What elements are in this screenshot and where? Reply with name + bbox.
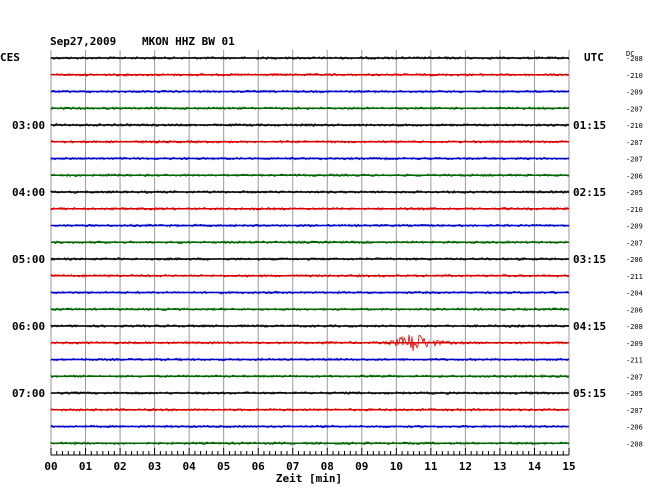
x-tick-label: 07	[286, 460, 299, 473]
trace-3	[50, 106, 570, 111]
trace-0	[50, 55, 570, 61]
x-tick-label: 00	[44, 460, 57, 473]
trace-21	[50, 407, 570, 412]
trace-9	[50, 206, 570, 212]
trace-20	[50, 390, 570, 396]
x-tick-label: 03	[148, 460, 161, 473]
x-tick-label: 13	[493, 460, 506, 473]
dc-offset-label: -210	[626, 206, 643, 214]
utc-time-label: 03:15	[573, 253, 606, 266]
x-tick-label: 04	[183, 460, 197, 473]
trace-15	[50, 306, 570, 312]
dc-offset-label: -207	[626, 105, 643, 113]
trace-23	[50, 440, 570, 446]
dc-offset-label: -206	[626, 172, 643, 180]
utc-time-label: 01:15	[573, 119, 606, 132]
trace-13	[50, 273, 570, 279]
x-tick-label: 06	[252, 460, 266, 473]
dc-offset-label: -207	[626, 373, 643, 381]
left-timezone-label: CES	[0, 51, 20, 64]
x-tick-label: 14	[528, 460, 542, 473]
trace-8	[50, 189, 570, 195]
trace-16	[50, 323, 570, 329]
x-tick-label: 12	[459, 460, 472, 473]
trace-10	[50, 223, 570, 228]
dc-offset-label: -209	[626, 223, 643, 231]
utc-time-label: 05:15	[573, 387, 606, 400]
x-tick-label: 01	[79, 460, 93, 473]
local-time-label: 03:00	[12, 119, 45, 132]
dc-offset-label: -209	[626, 89, 643, 97]
x-axis: 00 01 02 03 04 05 06 07 08 09 10 11 12 13 14 15	[44, 448, 576, 473]
x-tick-label: 09	[355, 460, 368, 473]
x-tick-label: 05	[217, 460, 230, 473]
dc-offset-label: -206	[626, 256, 643, 264]
local-time-label: 04:00	[12, 186, 45, 199]
dc-offset-label: -210	[626, 72, 643, 80]
trace-5	[50, 139, 570, 144]
trace-1	[50, 72, 570, 77]
trace-18	[50, 357, 570, 362]
trace-19	[50, 373, 570, 379]
trace-7	[50, 173, 570, 178]
x-axis-label: Zeit [min]	[276, 472, 342, 485]
right-timezone-label: UTC	[584, 51, 604, 64]
dc-offset-label: -210	[626, 122, 643, 130]
dc-offset-label: -208	[626, 440, 643, 448]
x-tick-label: 08	[321, 460, 334, 473]
trace-group	[50, 55, 570, 446]
trace-6	[50, 156, 570, 162]
utc-time-label: 04:15	[573, 320, 606, 333]
dc-offset-label: -211	[626, 273, 643, 281]
dc-offset-label: -209	[626, 340, 643, 348]
dc-offset-label: -211	[626, 357, 643, 365]
grid-lines	[50, 50, 570, 448]
local-time-label: 06:00	[12, 320, 45, 333]
x-tick-label: 02	[113, 460, 126, 473]
dc-offset-label: -205	[626, 390, 643, 398]
local-time-label: 05:00	[12, 253, 45, 266]
dc-offset-label: -208	[626, 323, 643, 331]
trace-2	[50, 89, 570, 94]
local-time-label: 07:00	[12, 387, 45, 400]
x-tick-label: 15	[562, 460, 575, 473]
x-tick-label: 10	[390, 460, 403, 473]
dc-header-label: DC	[626, 50, 634, 58]
dc-offset-label: -206	[626, 306, 643, 314]
dc-offset-label: -205	[626, 189, 643, 197]
dc-offset-label: -207	[626, 407, 643, 415]
dc-offset-label: -206	[626, 424, 643, 432]
utc-time-label: 02:15	[573, 186, 606, 199]
trace-11	[50, 239, 570, 245]
dc-offset-label: -207	[626, 139, 643, 147]
dc-offset-label: -207	[626, 239, 643, 247]
x-tick-label: 11	[424, 460, 438, 473]
trace-22	[50, 424, 570, 429]
station-label: MKON HHZ BW 01	[142, 35, 235, 48]
dc-offset-group: -208 -210 -209 -207 -210 -207 -207 -206 -205 -210…	[626, 55, 643, 448]
trace-14	[50, 290, 570, 295]
trace-12	[50, 256, 570, 262]
dc-offset-label: -207	[626, 156, 643, 164]
dc-offset-label: -208	[626, 55, 643, 63]
trace-17	[50, 334, 570, 352]
time-label-group: 03:00 04:00 05:00 06:00 07:00 01:15 02:15 03:15…	[12, 119, 606, 400]
date-label: Sep27,2009	[50, 35, 116, 48]
dc-offset-label: -204	[626, 290, 643, 298]
trace-4	[50, 122, 570, 128]
